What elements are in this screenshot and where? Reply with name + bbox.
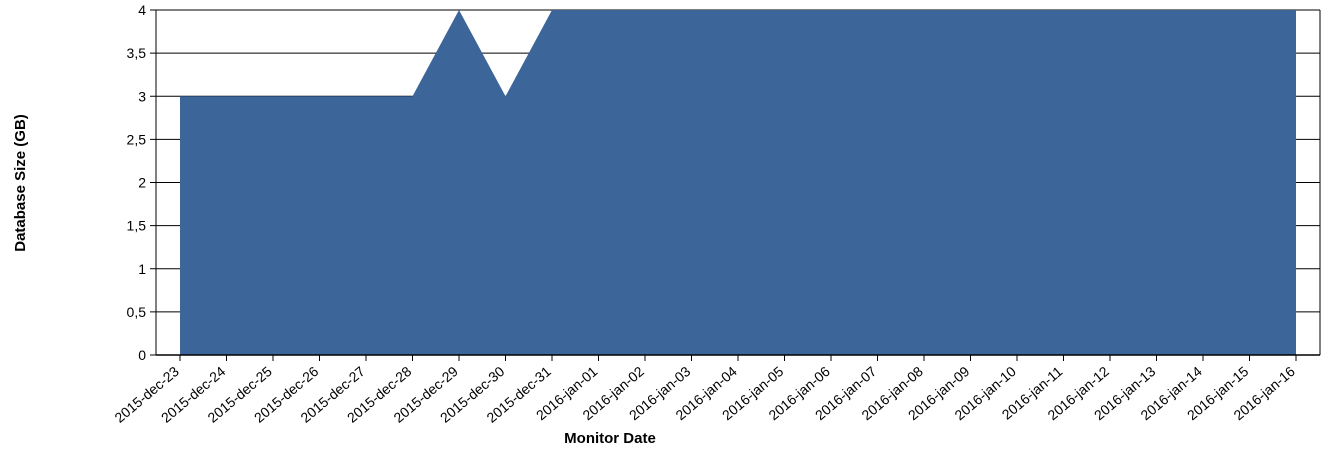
y-axis-title: Database Size (GB) bbox=[12, 114, 29, 252]
y-tick-label: 3 bbox=[138, 88, 146, 104]
area-series bbox=[180, 10, 1296, 355]
x-axis-title: Monitor Date bbox=[564, 430, 656, 447]
y-tick-label: 2 bbox=[138, 175, 146, 191]
y-tick-label: 1,5 bbox=[127, 218, 147, 234]
y-tick-label: 0 bbox=[138, 347, 146, 363]
axes bbox=[155, 10, 1321, 361]
y-tick-label: 2,5 bbox=[127, 131, 147, 147]
y-tick-label: 3,5 bbox=[127, 45, 147, 61]
area-layer bbox=[179, 9, 1297, 355]
y-tick-labels: 0 0,5 1 1,5 2 2,5 3 3,5 4 bbox=[127, 2, 147, 363]
y-tick-label: 0,5 bbox=[127, 304, 147, 320]
y-tick-label: 4 bbox=[138, 2, 146, 18]
x-tick-labels: 2015-dec-232015-dec-242015-dec-252015-de… bbox=[111, 363, 1298, 426]
y-tick-label: 1 bbox=[138, 261, 146, 277]
